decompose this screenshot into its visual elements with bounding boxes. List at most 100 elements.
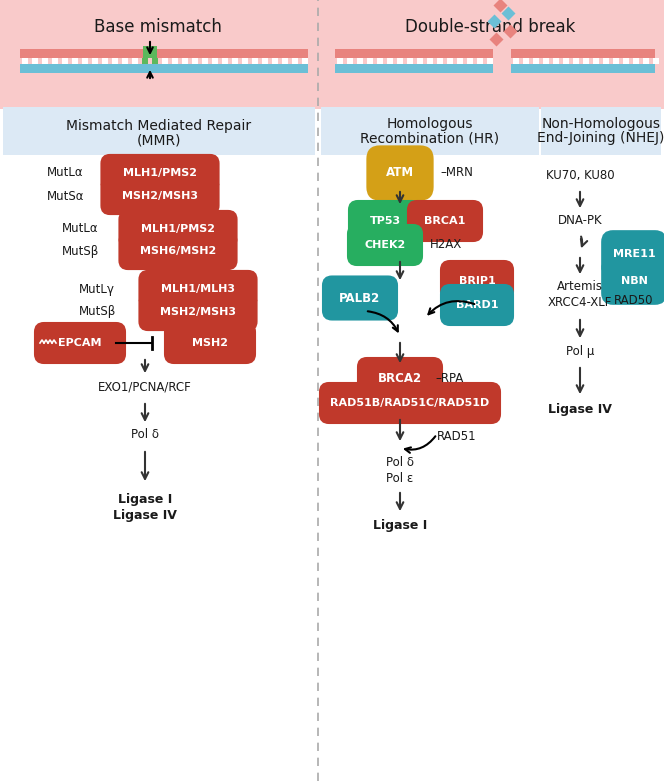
Text: MutLα: MutLα [47,166,84,180]
Text: CHEK2: CHEK2 [365,240,406,250]
Bar [182,58,188,64]
Text: H2AX: H2AX [430,238,462,251]
Text: Ligase I: Ligase I [373,519,427,533]
Text: TP53: TP53 [369,216,400,226]
Bar [292,58,298,64]
Bar [302,58,308,64]
Bar [212,58,218,64]
Bar [603,58,609,64]
Bar [437,58,443,64]
Bar [543,58,549,64]
Text: Ligase I: Ligase I [118,494,172,507]
FancyBboxPatch shape [120,233,236,269]
Bar [427,58,433,64]
FancyBboxPatch shape [348,225,422,265]
Bar [22,58,28,64]
Bar [262,58,268,64]
Bar [112,58,118,64]
Text: MRE11: MRE11 [613,249,655,259]
Text: Pol δ: Pol δ [386,455,414,469]
Bar [477,58,483,64]
Bar [335,49,493,58]
Text: KU70, KU80: KU70, KU80 [546,169,614,181]
Bar [573,58,579,64]
Text: Non-Homologous: Non-Homologous [542,117,661,131]
FancyBboxPatch shape [602,259,664,304]
Bar [457,58,463,64]
Text: Ligase IV: Ligase IV [113,509,177,522]
Text: PALB2: PALB2 [339,291,380,305]
Bar [232,58,238,64]
Text: MutSα: MutSα [47,190,84,202]
Text: EPCAM: EPCAM [58,338,102,348]
Text: –RPA: –RPA [435,372,463,384]
FancyBboxPatch shape [358,358,442,398]
Bar [337,58,343,64]
FancyBboxPatch shape [139,271,256,307]
Bar [467,58,473,64]
Text: Artemis: Artemis [557,280,603,294]
Bar [357,58,363,64]
FancyBboxPatch shape [602,231,664,276]
Bar [593,58,599,64]
Bar [122,58,128,64]
Bar [252,58,258,64]
Bar [653,58,659,64]
Text: RAD50: RAD50 [614,294,654,308]
Bar [367,58,373,64]
Bar [3,107,315,155]
Text: EXO1/PCNA/RCF: EXO1/PCNA/RCF [98,380,192,394]
Bar [142,58,148,64]
Text: MSH2/MSH3: MSH2/MSH3 [160,307,236,317]
Bar [272,58,278,64]
Text: RAD51B/RAD51C/RAD51D: RAD51B/RAD51C/RAD51D [331,398,489,408]
Text: MSH2/MSH3: MSH2/MSH3 [122,191,198,201]
Bar [623,58,629,64]
Bar [92,58,98,64]
Bar [523,58,529,64]
Bar [152,58,158,64]
Text: DNA-PK: DNA-PK [558,215,602,227]
Text: RAD51: RAD51 [437,430,477,444]
Bar [511,64,655,73]
Text: Pol μ: Pol μ [566,344,594,358]
Bar [335,64,493,73]
Bar [202,58,208,64]
Bar [42,58,48,64]
Text: MLH1/MLH3: MLH1/MLH3 [161,284,235,294]
Text: Base mismatch: Base mismatch [94,18,222,36]
Bar [511,49,655,58]
Text: BRIP1: BRIP1 [459,276,495,286]
Text: NBN: NBN [621,276,647,286]
Bar [407,58,413,64]
Text: MutSβ: MutSβ [79,305,116,319]
Bar [397,58,403,64]
Bar [143,46,157,58]
Text: –MRN: –MRN [440,166,473,180]
Bar [0,0,664,109]
Bar [347,58,353,64]
FancyBboxPatch shape [120,211,236,247]
Bar [387,58,393,64]
Text: MSH6/MSH2: MSH6/MSH2 [140,246,216,256]
Text: BARD1: BARD1 [456,300,498,310]
Bar [82,58,88,64]
Text: BRCA2: BRCA2 [378,372,422,384]
Bar [72,58,78,64]
Text: Double-strand break: Double-strand break [405,18,575,36]
FancyBboxPatch shape [102,155,218,191]
Text: Homologous: Homologous [386,117,473,131]
Bar [321,107,539,155]
Text: XRCC4-XLF: XRCC4-XLF [548,297,612,309]
Bar [563,58,569,64]
Bar [487,58,493,64]
Bar [192,58,198,64]
Text: End-Joining (NHEJ): End-Joining (NHEJ) [537,131,664,145]
Bar [62,58,68,64]
Text: Pol δ: Pol δ [131,429,159,441]
Bar [162,58,168,64]
Bar [20,64,308,73]
Bar [377,58,383,64]
Bar [553,58,559,64]
Text: MLH1/PMS2: MLH1/PMS2 [141,224,215,234]
